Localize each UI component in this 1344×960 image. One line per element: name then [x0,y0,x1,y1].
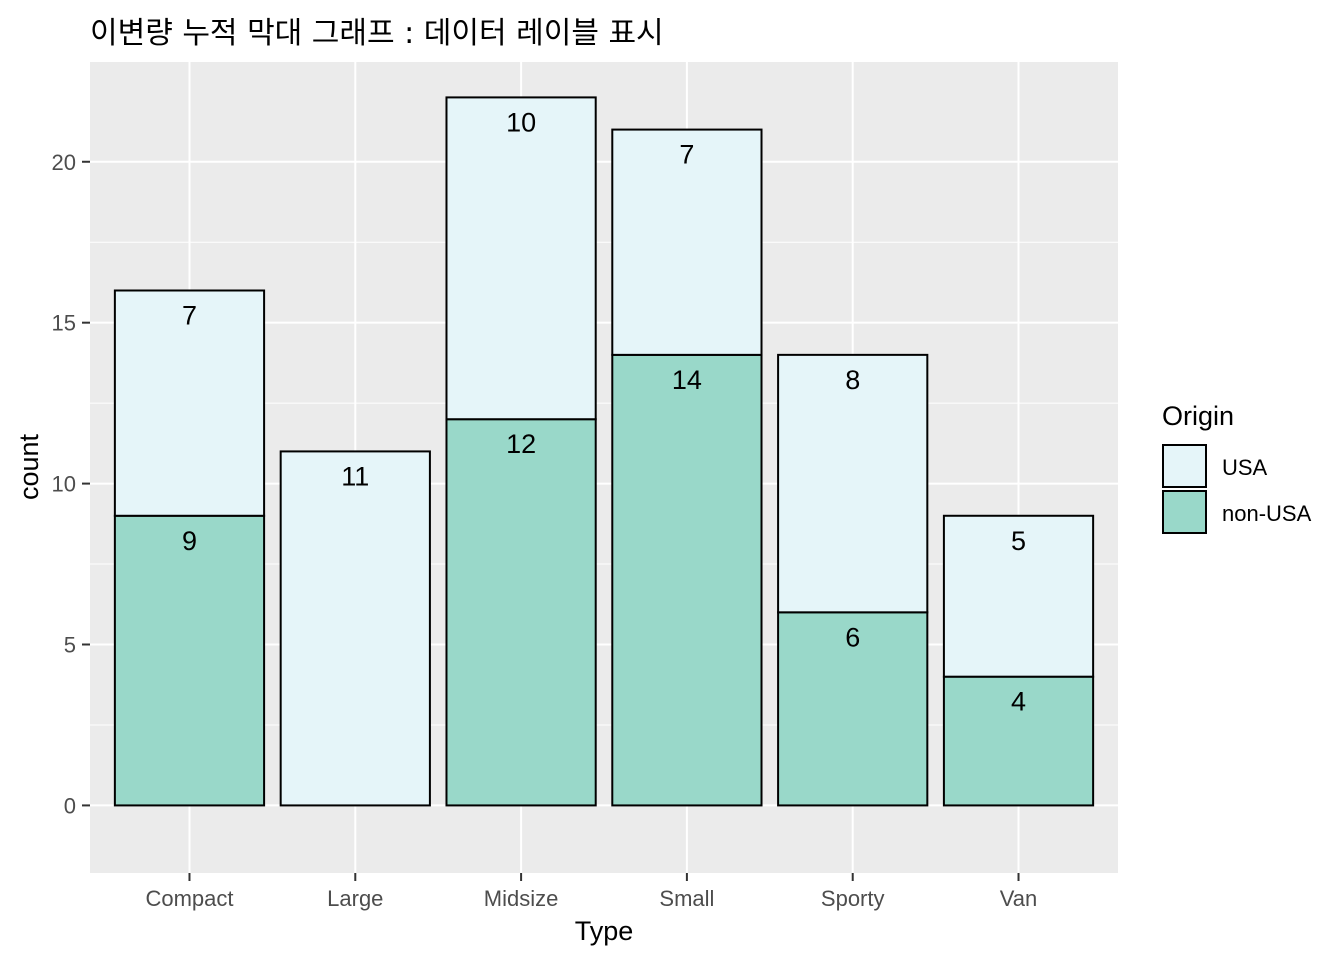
x-axis-title: Type [575,916,634,946]
data-label: 4 [1011,687,1026,717]
y-tick-label: 10 [52,472,76,497]
legend-key-non-usa [1163,491,1206,533]
data-label: 12 [506,429,536,459]
data-label: 7 [679,140,694,170]
legend: Origin USA non-USA [1162,401,1312,533]
x-tick-label: Midsize [484,886,559,911]
x-tick-label: Compact [145,886,233,911]
bar-large-usa [281,451,430,805]
bar-midsize-non-usa [446,419,595,805]
y-axis-title: count [14,433,44,500]
y-tick-label: 20 [52,150,76,175]
x-tick-label: Large [327,886,383,911]
legend-label: non-USA [1222,501,1312,526]
x-tick-label: Small [659,886,714,911]
x-tick-label: Sporty [821,886,885,911]
legend-label: USA [1222,455,1268,480]
bar-small-non-usa [612,355,761,806]
bar-midsize-usa [446,97,595,419]
x-tick-label: Van [1000,886,1038,911]
data-label: 11 [341,461,369,491]
bar-compact-non-usa [115,516,264,806]
data-label: 5 [1011,526,1026,556]
data-label: 7 [182,300,197,330]
data-label: 8 [845,365,860,395]
data-label: 9 [182,526,197,556]
y-tick-label: 15 [52,311,76,336]
data-label: 14 [672,365,702,395]
data-label: 6 [845,622,860,652]
y-tick-label: 0 [64,793,76,818]
legend-key-usa [1163,445,1206,487]
data-label: 10 [506,107,536,137]
y-tick-label: 5 [64,633,76,658]
legend-title: Origin [1162,401,1234,431]
